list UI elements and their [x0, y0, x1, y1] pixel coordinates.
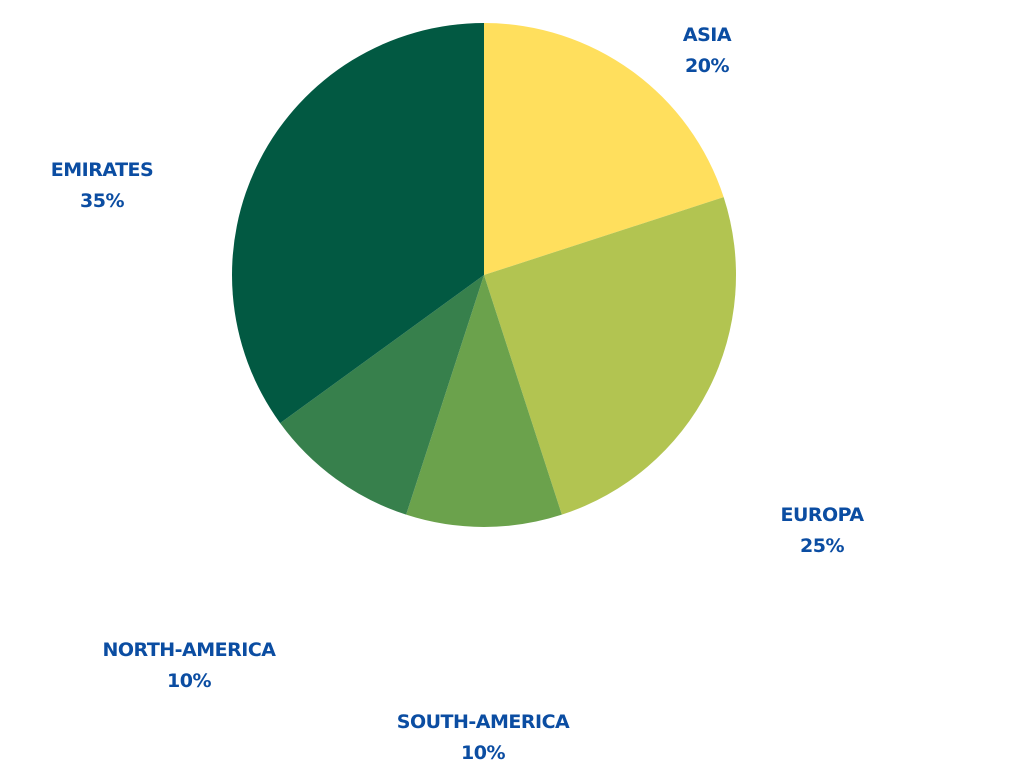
slice-label-asia: ASIA 20% — [682, 20, 732, 82]
pie-slices — [232, 23, 737, 528]
pie-slice-south-america — [406, 275, 562, 528]
slice-label-emirates-name: EMIRATES — [50, 159, 154, 181]
slice-label-south-america: SOUTH-AMERICA 10% — [396, 707, 570, 768]
pie-slice-europa — [484, 197, 737, 515]
slice-label-emirates: EMIRATES 35% — [50, 155, 154, 217]
pie-slice-asia — [484, 23, 724, 275]
slice-label-asia-name: ASIA — [682, 24, 732, 46]
pie-slice-north-america — [280, 275, 484, 515]
pie-slice-emirates — [232, 23, 484, 424]
slice-label-europa-name: EUROPA — [780, 504, 864, 526]
slice-label-north-america: NORTH-AMERICA 10% — [102, 635, 276, 697]
slice-label-europa: EUROPA 25% — [780, 500, 864, 562]
slice-label-emirates-value: 35% — [80, 190, 124, 212]
slice-label-asia-value: 20% — [685, 55, 729, 77]
slice-label-south-america-name: SOUTH-AMERICA — [396, 711, 570, 733]
slice-label-north-america-name: NORTH-AMERICA — [102, 639, 276, 661]
slice-label-europa-value: 25% — [800, 535, 844, 557]
slice-label-south-america-value: 10% — [461, 742, 505, 764]
slice-label-north-america-value: 10% — [167, 670, 211, 692]
